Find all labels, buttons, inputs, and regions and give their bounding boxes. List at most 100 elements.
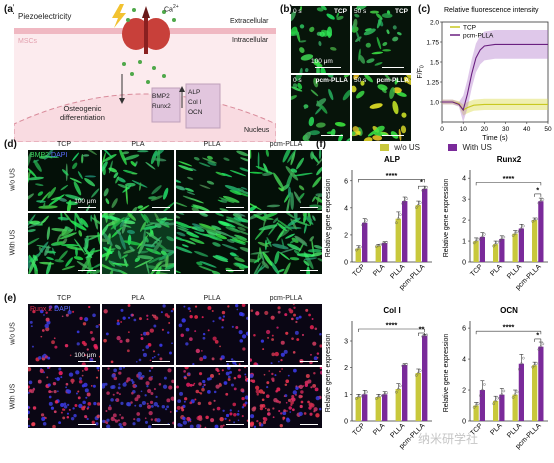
nucleus-dot: [284, 383, 288, 387]
nucleus-dot: [171, 342, 173, 345]
nucleus-dot: [198, 382, 202, 386]
nucleus-dot: [170, 310, 174, 313]
microscopy-d-1-0: [28, 213, 100, 274]
cell: [150, 236, 162, 247]
nucleus-dot: [52, 381, 57, 386]
cells: [250, 150, 322, 211]
nucleus-dot: [117, 419, 120, 422]
nucleus-dot: [270, 362, 273, 365]
cell: [29, 220, 41, 225]
cell: [84, 177, 96, 187]
nucleus-dot: [201, 387, 205, 392]
bar-1-0: [479, 390, 485, 421]
nucleus-dot: [125, 338, 130, 343]
nucleus-dot: [54, 304, 59, 309]
cell: [123, 224, 132, 228]
microscopy-e-1-0: [28, 367, 100, 428]
cell: [214, 233, 227, 240]
cell: [191, 207, 200, 211]
bar-1-3: [422, 335, 428, 421]
cell: [60, 213, 63, 222]
watermark-text: 纳米研学社: [418, 432, 479, 446]
bar-0-2: [512, 394, 518, 421]
cell: [299, 6, 303, 11]
cell: [255, 165, 273, 174]
chart-title: Relative fluorescence intensity: [444, 7, 539, 14]
cell: [61, 265, 76, 271]
cell: [359, 54, 366, 64]
nucleus-dot: [265, 394, 270, 399]
nucleus-dot: [319, 332, 322, 336]
nucleus-dot: [241, 396, 245, 401]
cell: [382, 49, 392, 52]
nucleus-dot: [46, 367, 50, 369]
nucleus-dot: [210, 418, 215, 423]
cell: [352, 131, 356, 136]
microscopy-e-0-0: 100 μm: [28, 304, 100, 365]
data-point: [479, 394, 482, 397]
cell: [121, 263, 129, 266]
x-tick-label: 10: [460, 126, 468, 133]
cell: [290, 192, 294, 211]
cell: [299, 24, 305, 29]
cell: [82, 150, 97, 155]
nucleus-dot: [179, 391, 184, 396]
nucleus-dot: [58, 421, 62, 425]
nucleus-dot: [202, 355, 207, 360]
cell: [28, 193, 34, 201]
nucleus-dot: [210, 373, 214, 378]
nucleus-dot: [203, 384, 206, 386]
nucleus-dot: [228, 419, 231, 422]
nucleus-dot: [204, 426, 207, 428]
nucleus-dot: [45, 311, 48, 314]
cell: [117, 250, 122, 260]
cell: [123, 217, 130, 222]
y-tick-label: 2.0: [430, 20, 439, 27]
nucleus-dot: [47, 383, 51, 387]
nucleus-dot: [253, 425, 257, 428]
cell: [277, 222, 287, 232]
cell: [65, 201, 78, 206]
cell: [72, 152, 80, 162]
cell: [198, 265, 216, 273]
x-tick-label: PLA: [489, 263, 504, 278]
cell: [295, 75, 303, 82]
nucleus-dot: [106, 418, 110, 422]
y-tick-label: 2: [462, 218, 466, 225]
nucleus-dot: [82, 322, 87, 326]
cell: [131, 206, 138, 211]
cell: [102, 262, 113, 270]
nucleus-dot: [243, 367, 247, 369]
nucleus-dot: [138, 317, 142, 321]
bar-1-0: [362, 222, 368, 262]
nucleus-dot: [293, 306, 296, 309]
scale-bar: [152, 360, 170, 362]
nucleus-dot: [268, 370, 271, 372]
nucleus-dot: [28, 424, 31, 428]
cell: [74, 213, 83, 226]
cell: [194, 213, 209, 216]
cell: [218, 197, 235, 204]
nucleus-dot: [31, 345, 34, 348]
bar-0-1: [375, 397, 381, 421]
data-point: [511, 234, 515, 237]
cell: [309, 236, 314, 242]
cell: [77, 171, 83, 180]
nucleus-dot: [227, 375, 231, 379]
nucleus-dot: [170, 396, 174, 401]
column-label: TCP: [57, 141, 71, 148]
cell: [392, 36, 399, 42]
cell: [382, 41, 388, 47]
nucleus-dot: [137, 371, 142, 377]
cell: [44, 150, 55, 161]
panel-a-schematic: [14, 4, 276, 142]
cell: [102, 238, 110, 243]
cell: [131, 172, 138, 175]
nucleus-dot: [186, 382, 191, 387]
nucleus-dot: [164, 408, 168, 411]
nucleus-dot: [215, 384, 220, 389]
nucleus-dot: [42, 422, 47, 426]
nucleus-dot: [118, 422, 122, 427]
nucleus-dot: [122, 316, 126, 320]
cell: [207, 161, 217, 166]
